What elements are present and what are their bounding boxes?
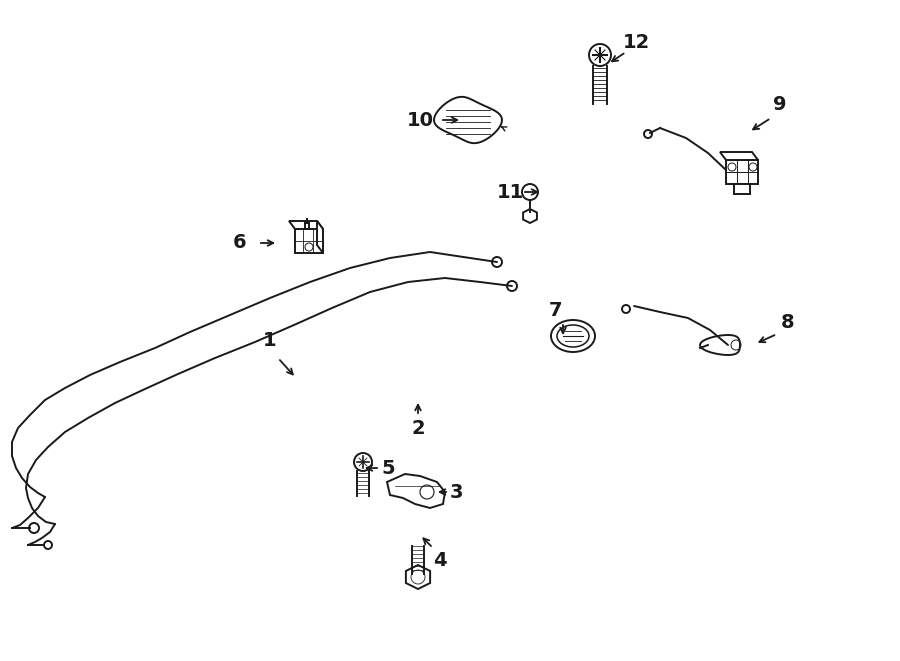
Text: 4: 4: [433, 551, 446, 570]
Text: 6: 6: [233, 233, 247, 253]
Polygon shape: [295, 229, 323, 253]
Text: 2: 2: [411, 418, 425, 438]
Polygon shape: [289, 221, 323, 229]
Circle shape: [354, 453, 372, 471]
Text: 9: 9: [773, 95, 787, 114]
Text: 10: 10: [407, 110, 434, 130]
Ellipse shape: [551, 320, 595, 352]
Polygon shape: [726, 160, 758, 184]
Polygon shape: [317, 221, 323, 253]
Polygon shape: [720, 152, 758, 160]
Polygon shape: [700, 335, 740, 355]
Polygon shape: [434, 97, 502, 143]
Polygon shape: [406, 565, 430, 589]
Ellipse shape: [557, 325, 589, 347]
Text: 7: 7: [549, 301, 562, 319]
Text: 1: 1: [263, 330, 277, 350]
Polygon shape: [734, 184, 750, 194]
Circle shape: [522, 184, 538, 200]
Text: 5: 5: [382, 459, 395, 477]
Text: 8: 8: [781, 313, 795, 332]
Text: 12: 12: [623, 32, 650, 52]
Polygon shape: [387, 474, 445, 508]
Text: 11: 11: [497, 182, 524, 202]
Circle shape: [589, 44, 611, 66]
Circle shape: [420, 485, 434, 499]
Polygon shape: [523, 209, 537, 223]
Text: 3: 3: [449, 483, 463, 502]
